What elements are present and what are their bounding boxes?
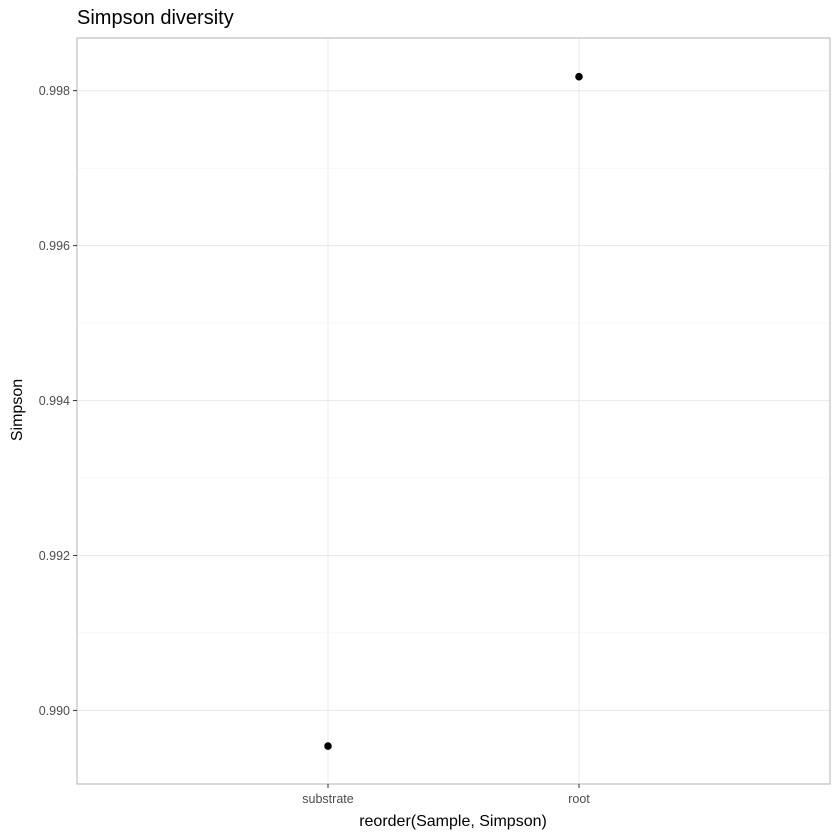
plot-area: 0.990 0.992 0.994 0.996 0.998 substrate root: [39, 37, 831, 806]
y-tick-label: 0.998: [39, 84, 70, 98]
y-tick-label: 0.990: [39, 704, 70, 718]
chart-title: Simpson diversity: [77, 7, 234, 29]
y-tick-label: 0.996: [39, 239, 70, 253]
data-point-substrate: [324, 742, 332, 750]
y-tick-label: 0.994: [39, 394, 70, 408]
x-tick-label-root: root: [568, 792, 590, 806]
y-axis-title: Simpson: [9, 379, 26, 441]
plot-background: [77, 38, 830, 784]
panel-border: [76, 37, 831, 785]
data-point-root: [575, 72, 583, 81]
y-tick-label: 0.992: [39, 549, 70, 563]
x-tick-label-substrate: substrate: [302, 792, 353, 806]
x-axis-title: reorder(Sample, Simpson): [359, 813, 547, 830]
